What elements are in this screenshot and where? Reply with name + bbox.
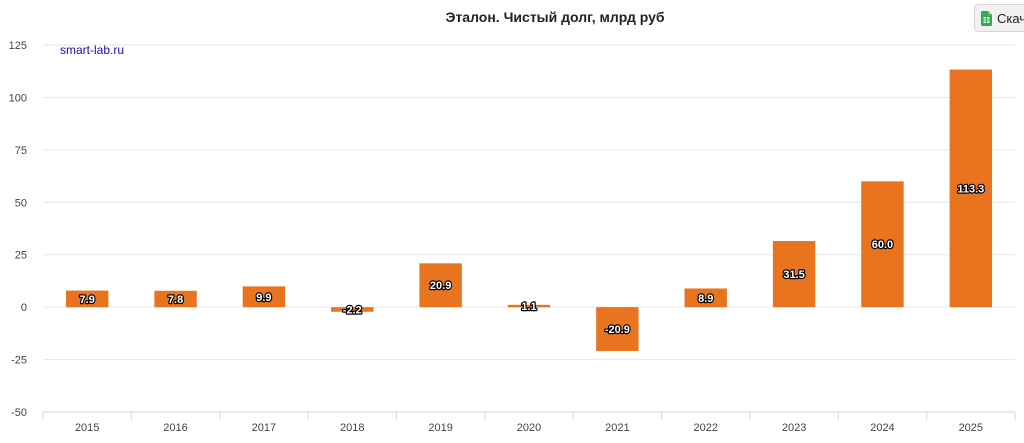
y-tick-label: 100 — [9, 92, 27, 104]
bar[interactable] — [419, 263, 462, 308]
x-tick-label: 2025 — [959, 422, 983, 434]
y-tick-label: -25 — [11, 355, 27, 367]
data-label: 113.3 — [957, 183, 984, 195]
y-tick-label: -50 — [11, 407, 27, 419]
x-tick-label: 2018 — [340, 422, 364, 434]
data-label: 7.8 — [168, 294, 183, 306]
x-tick-label: 2020 — [517, 422, 541, 434]
bar[interactable] — [154, 290, 197, 308]
download-button[interactable]: Скач — [974, 4, 1024, 32]
y-tick-label: 0 — [21, 302, 27, 314]
x-tick-label: 2021 — [605, 422, 629, 434]
bars — [65, 69, 993, 351]
x-tick-label: 2023 — [782, 422, 806, 434]
bar[interactable] — [331, 307, 374, 312]
source-credit[interactable]: smart-lab.ru — [60, 43, 124, 57]
data-label: 7.9 — [80, 294, 95, 306]
data-label: 8.9 — [698, 293, 713, 305]
x-tick-label: 2019 — [428, 422, 452, 434]
bar[interactable] — [861, 181, 904, 308]
data-label: 31.5 — [783, 269, 804, 281]
data-label: 1.1 — [521, 301, 536, 313]
x-tick-label: 2015 — [75, 422, 99, 434]
data-label: 20.9 — [430, 280, 451, 292]
bar[interactable] — [507, 304, 551, 308]
y-axis: -50 -25 0 25 50 75 100 125 — [9, 40, 27, 419]
bar[interactable] — [684, 288, 727, 308]
bar[interactable] — [596, 307, 639, 351]
y-tick-label: 75 — [15, 145, 27, 157]
y-tick-label: 50 — [15, 197, 27, 209]
data-labels: 7.9 7.8 9.9 -2.2 20.9 1.1 -20.9 8.9 31.5 60.0 113.… — [78, 182, 985, 337]
x-tick-label: 2022 — [693, 422, 717, 434]
bar[interactable] — [65, 290, 109, 308]
x-tick-label: 2016 — [163, 422, 187, 434]
data-label: -20.9 — [605, 324, 630, 336]
x-tick-label: 2017 — [252, 422, 276, 434]
bar[interactable] — [949, 69, 993, 308]
download-label: Скач — [997, 10, 1024, 26]
bar[interactable] — [242, 286, 286, 308]
spreadsheet-icon — [981, 10, 992, 26]
data-label: 60.0 — [872, 239, 893, 251]
x-axis: 2015 2016 2017 2018 2019 2020 2021 2022 2023 2024… — [42, 411, 1016, 434]
x-tick-label: 2024 — [870, 422, 894, 434]
y-tick-label: 125 — [9, 40, 27, 52]
y-tick-label: 25 — [15, 250, 27, 262]
chart-title: Эталон. Чистый долг, млрд руб — [445, 9, 665, 25]
bar[interactable] — [772, 241, 816, 308]
data-label: -2.2 — [343, 304, 362, 316]
data-label: 9.9 — [256, 292, 271, 304]
